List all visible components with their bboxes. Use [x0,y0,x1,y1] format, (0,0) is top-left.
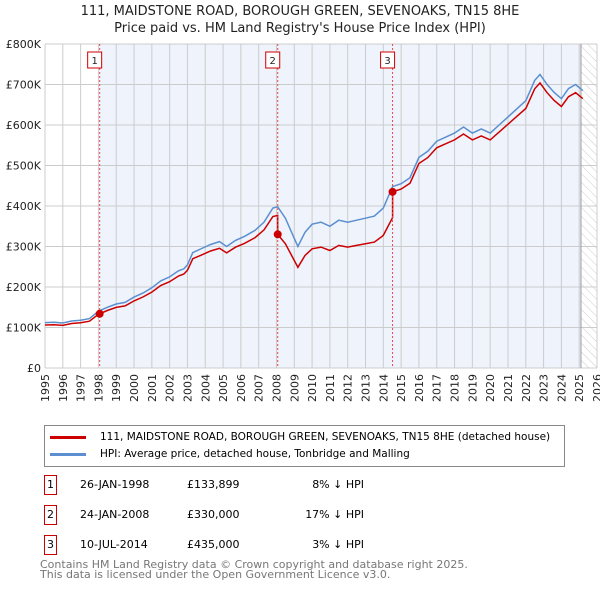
x-tick-label: 2015 [395,374,408,402]
x-tick-label: 2024 [555,374,568,402]
x-tick-label: 2005 [217,374,230,402]
x-tick-label: 2019 [466,374,479,402]
sale-delta: 8% ↓ HPI [312,478,364,491]
y-tick-label: £300K [6,241,42,254]
footer: Contains HM Land Registry data © Crown c… [40,558,468,581]
y-tick-label: £800K [6,38,42,51]
x-tick-label: 2021 [502,374,515,402]
x-tick-label: 1995 [39,374,52,402]
x-tick-label: 2020 [484,374,497,402]
footer-licence: This data is licensed under the Open Gov… [40,568,391,581]
property-price-line [44,81,584,327]
sale-point [95,309,104,318]
x-tick-label: 2001 [146,374,159,402]
x-tick-label: 2017 [431,374,444,402]
x-tick-label: 1996 [57,374,70,402]
sale-price: £133,899 [187,478,240,491]
x-tick-label: 2008 [270,374,283,402]
y-tick-label: £0 [27,362,41,375]
sale-row: 1 26-JAN-1998 £133,899 8% ↓ HPI [44,475,544,495]
y-tick-label: £500K [6,160,42,173]
x-tick-label: 2004 [199,374,212,402]
x-tick-label: 2006 [235,374,248,402]
chart-subtitle: Price paid vs. HM Land Registry's House … [114,21,486,36]
sale-row: 2 24-JAN-2008 £330,000 17% ↓ HPI [44,505,544,525]
sale-number-badge: 2 [44,505,57,525]
x-tick-label: 2007 [253,374,266,402]
sale-label: 1 [91,56,97,67]
sale-label: 3 [384,56,390,67]
x-tick-label: 2016 [413,374,426,402]
sale-delta: 3% ↓ HPI [312,538,364,551]
y-tick-label: £100K [6,322,42,335]
chart-title: 111, MAIDSTONE ROAD, BOROUGH GREEN, SEVE… [80,4,520,19]
sale-point [388,187,397,196]
legend: 111, MAIDSTONE ROAD, BOROUGH GREEN, SEVE… [44,425,565,467]
x-tick-label: 1998 [92,374,105,402]
sale-label-box [87,51,103,69]
y-tick-label: £400K [6,200,42,213]
sale-delta: 17% ↓ HPI [305,508,364,521]
x-tick-label: 2023 [538,374,551,402]
price-chart: 1995 1996 1997 1998 1999 2000 2001 2002 2003 2004… [6,38,600,402]
y-tick-label: £600K [6,119,42,132]
hpi-line [44,73,584,324]
footer-copyright: Contains HM Land Registry data © Crown c… [40,558,468,571]
sale-row: 3 10-JUL-2014 £435,000 3% ↓ HPI [44,535,544,555]
x-tick-label: 2000 [128,374,141,402]
x-tick-label: 2013 [360,374,373,402]
x-tick-label: 1997 [75,374,88,402]
sale-price: £330,000 [187,508,240,521]
x-tick-label: 2011 [324,374,337,402]
x-tick-label: 2022 [520,374,533,402]
sale-number-badge: 1 [44,475,57,495]
sale-date: 24-JAN-2008 [80,508,150,521]
sale-price: £435,000 [187,538,240,551]
legend-hpi-swatch [50,452,86,456]
y-tick-label: £700K [6,79,42,92]
x-tick-label: 2025 [573,374,586,402]
x-tick-label: 2003 [181,374,194,402]
x-tick-label: 2009 [288,374,301,402]
y-tick-label: £200K [6,281,42,294]
x-tick-label: 2002 [164,374,177,402]
legend-property-swatch [50,435,86,439]
x-tick-label: 2026 [591,374,600,402]
x-tick-label: 2012 [342,374,355,402]
sale-label-box [265,51,281,69]
legend-property-label: 111, MAIDSTONE ROAD, BOROUGH GREEN, SEVE… [100,431,551,443]
sale-date: 10-JUL-2014 [80,538,148,551]
x-tick-label: 2010 [306,374,319,402]
sale-label: 2 [270,56,276,67]
sale-number-badge: 3 [44,535,57,555]
x-tick-label: 2014 [377,374,390,402]
legend-hpi-label: HPI: Average price, detached house, Tonb… [100,448,410,460]
sale-label-box [380,51,396,69]
x-tick-label: 2018 [449,374,462,402]
sale-date: 26-JAN-1998 [80,478,150,491]
sale-point [273,230,282,239]
x-tick-label: 1999 [110,374,123,402]
